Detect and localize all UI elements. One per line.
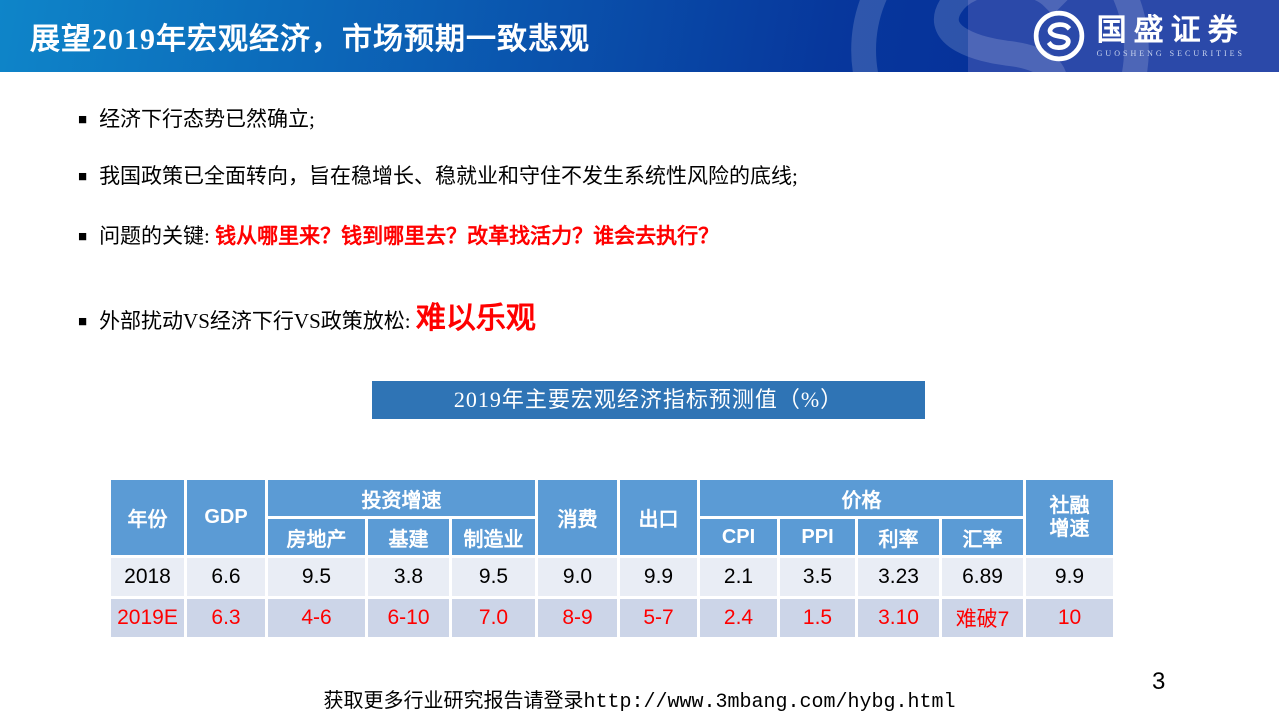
table-row-2018: 2018 6.6 9.5 3.8 9.5 9.0 9.9 2.1 3.5 3.2… — [111, 558, 1114, 596]
forecast-table: 年份 GDP 投资增速 消费 出口 价格 社融 增速 房地产 基建 制造业 CP… — [108, 477, 1116, 640]
bullet-square-icon: ■ — [78, 112, 88, 128]
table-cell: 2019E — [111, 599, 184, 637]
table-cell: 8-9 — [538, 599, 618, 637]
footer-source-text: 获取更多行业研究报告请登录http://www.3mbang.com/hybg.… — [323, 691, 956, 714]
header-cell-exchange-rate: 汇率 — [942, 519, 1024, 555]
table-row-2019e: 2019E 6.3 4-6 6-10 7.0 8-9 5-7 2.4 1.5 3… — [111, 599, 1114, 637]
table-cell: 6.89 — [942, 558, 1024, 596]
bullet-item-1: ■ 经济下行态势已然确立; — [78, 103, 315, 133]
table-cell: 3.5 — [780, 558, 856, 596]
header-cell-consumption: 消费 — [538, 480, 618, 555]
company-logo: 国盛证券 GUOSHENG SECURITIES — [1033, 10, 1245, 62]
table-cell: 9.0 — [538, 558, 618, 596]
guosheng-logo-icon — [1033, 10, 1084, 62]
header-cell-cpi: CPI — [700, 519, 778, 555]
header-cell-year: 年份 — [111, 480, 184, 555]
table-cell: 2.1 — [700, 558, 778, 596]
logo-text: 国盛证券 GUOSHENG SECURITIES — [1097, 14, 1245, 58]
table-cell: 6-10 — [368, 599, 449, 637]
header-cell-exports: 出口 — [620, 480, 698, 555]
bullet-item-4: ■ 外部扰动VS经济下行VS政策放松: 难以乐观 — [78, 293, 536, 337]
table-title-bar: 2019年主要宏观经济指标预测值（%） — [372, 381, 925, 419]
bullet-highlight-text: 难以乐观 — [415, 302, 536, 335]
bullet-text: 问题的关键: — [99, 224, 216, 248]
table-cell: 难破7 — [942, 599, 1024, 637]
header-cell-price-group: 价格 — [700, 480, 1024, 516]
table-cell: 3.10 — [858, 599, 940, 637]
bullet-text: 我国政策已全面转向，旨在稳增长、稳就业和守住不发生系统性风险的底线; — [99, 164, 798, 188]
header-cell-manufacturing: 制造业 — [452, 519, 536, 555]
header-cell-social-financing-line1: 社融 — [1049, 494, 1090, 517]
bullet-text: 经济下行态势已然确立; — [99, 107, 315, 131]
header-cell-investment-group: 投资增速 — [268, 480, 536, 516]
header-cell-real-estate: 房地产 — [268, 519, 365, 555]
table-cell: 9.5 — [268, 558, 365, 596]
header-banner: 展望2019年宏观经济，市场预期一致悲观 国盛证券 GUOSHENG SECUR… — [0, 0, 1279, 72]
table-cell: 9.9 — [1026, 558, 1114, 596]
logo-watermark-icon — [851, 0, 1149, 72]
table-cell: 3.23 — [858, 558, 940, 596]
header-cell-ppi: PPI — [780, 519, 856, 555]
logo-subtitle: GUOSHENG SECURITIES — [1096, 49, 1245, 58]
header-cell-gdp: GDP — [187, 480, 265, 555]
table-cell: 10 — [1026, 599, 1114, 637]
table-cell: 3.8 — [368, 558, 449, 596]
table-cell: 4-6 — [268, 599, 365, 637]
page-number: 3 — [1152, 668, 1166, 695]
bullet-square-icon: ■ — [78, 314, 88, 330]
header-cell-social-financing: 社融 增速 — [1026, 480, 1114, 555]
table-cell: 2.4 — [700, 599, 778, 637]
bullet-square-icon: ■ — [78, 229, 88, 245]
table-cell: 2018 — [111, 558, 184, 596]
logo-panel — [968, 0, 1279, 72]
bullet-item-2: ■ 我国政策已全面转向，旨在稳增长、稳就业和守住不发生系统性风险的底线; — [78, 160, 798, 190]
table-cell: 7.0 — [452, 599, 536, 637]
table-cell: 9.5 — [452, 558, 536, 596]
header-cell-social-financing-line2: 增速 — [1049, 517, 1090, 540]
table-cell: 9.9 — [620, 558, 698, 596]
table-cell: 1.5 — [780, 599, 856, 637]
table-cell: 5-7 — [620, 599, 698, 637]
bullet-square-icon: ■ — [78, 169, 88, 185]
bullet-item-3: ■ 问题的关键: 钱从哪里来？钱到哪里去？改革找活力？谁会去执行？ — [78, 220, 719, 250]
slide-title: 展望2019年宏观经济，市场预期一致悲观 — [30, 23, 590, 56]
header-cell-interest-rate: 利率 — [858, 519, 940, 555]
header-cell-infrastructure: 基建 — [368, 519, 449, 555]
table-cell: 6.3 — [187, 599, 265, 637]
bullet-text: 外部扰动VS经济下行VS政策放松: — [99, 309, 416, 333]
logo-name: 国盛证券 — [1096, 14, 1245, 47]
table-cell: 6.6 — [187, 558, 265, 596]
bullet-highlight-text: 钱从哪里来？钱到哪里去？改革找活力？谁会去执行？ — [215, 224, 720, 248]
